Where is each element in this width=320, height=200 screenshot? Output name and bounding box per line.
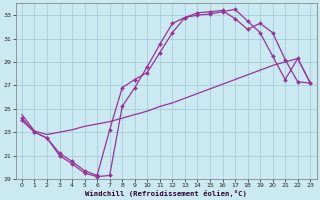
X-axis label: Windchill (Refroidissement éolien,°C): Windchill (Refroidissement éolien,°C) [85,190,247,197]
